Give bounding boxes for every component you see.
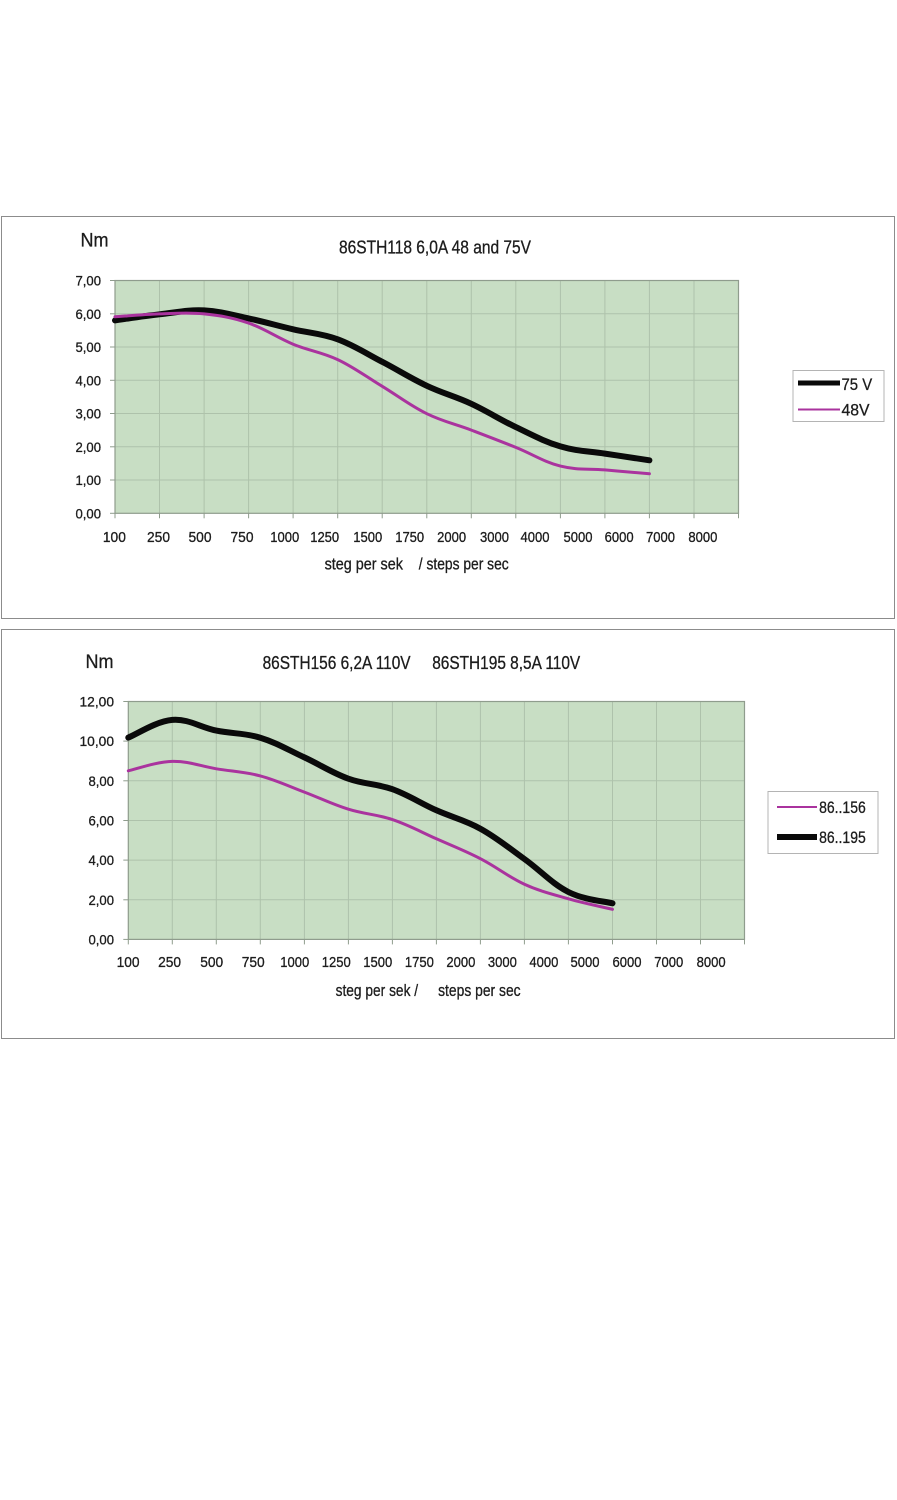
svg-text:7000: 7000 — [646, 529, 675, 546]
svg-text:1,00: 1,00 — [76, 472, 102, 488]
svg-text:100: 100 — [117, 954, 140, 971]
svg-text:Nm: Nm — [81, 230, 109, 251]
svg-text:1000: 1000 — [270, 529, 299, 546]
svg-text:7,00: 7,00 — [76, 273, 102, 289]
svg-text:100: 100 — [103, 529, 126, 546]
svg-text:48V: 48V — [842, 401, 871, 420]
svg-text:6000: 6000 — [613, 954, 642, 971]
svg-text:6,00: 6,00 — [76, 306, 102, 322]
svg-text:steg per sek: steg per sek — [325, 555, 404, 574]
svg-text:5,00: 5,00 — [76, 339, 102, 355]
svg-text:4,00: 4,00 — [89, 852, 115, 868]
svg-text:250: 250 — [147, 529, 170, 546]
svg-text:86..195: 86..195 — [819, 828, 866, 847]
svg-text:1750: 1750 — [395, 529, 424, 546]
svg-text:0,00: 0,00 — [76, 505, 102, 521]
svg-text:steps per sec: steps per sec — [438, 981, 521, 1000]
svg-text:3000: 3000 — [488, 954, 517, 971]
svg-text:1750: 1750 — [405, 954, 434, 971]
svg-text:3000: 3000 — [480, 529, 509, 546]
svg-text:1000: 1000 — [280, 954, 309, 971]
svg-text:750: 750 — [242, 954, 265, 971]
svg-text:2000: 2000 — [437, 529, 466, 546]
svg-text:10,00: 10,00 — [80, 733, 115, 749]
svg-text:7000: 7000 — [654, 954, 683, 971]
svg-text:4000: 4000 — [521, 529, 550, 546]
svg-text:2,00: 2,00 — [76, 439, 102, 455]
svg-text:86STH195 8,5A 110V: 86STH195 8,5A 110V — [432, 652, 581, 673]
svg-text:750: 750 — [231, 529, 254, 546]
svg-text:1250: 1250 — [310, 529, 339, 546]
svg-text:8,00: 8,00 — [89, 773, 115, 789]
svg-text:12,00: 12,00 — [80, 694, 115, 710]
svg-text:8000: 8000 — [688, 529, 717, 546]
svg-text:3,00: 3,00 — [76, 406, 102, 422]
svg-text:steg per sek /: steg per sek / — [336, 981, 419, 1000]
svg-text:0,00: 0,00 — [89, 931, 115, 947]
svg-text:/ steps per sec: / steps per sec — [419, 555, 509, 574]
svg-text:1500: 1500 — [363, 954, 392, 971]
svg-text:2000: 2000 — [446, 954, 475, 971]
svg-text:5000: 5000 — [571, 954, 600, 971]
svg-text:8000: 8000 — [697, 954, 726, 971]
svg-text:Nm: Nm — [86, 652, 114, 673]
svg-text:500: 500 — [189, 529, 212, 546]
svg-text:2,00: 2,00 — [89, 892, 115, 908]
svg-text:6000: 6000 — [605, 529, 634, 546]
svg-text:1500: 1500 — [353, 529, 382, 546]
svg-text:5000: 5000 — [564, 529, 593, 546]
svg-text:75 V: 75 V — [842, 375, 873, 394]
svg-text:86STH156 6,2A 110V: 86STH156 6,2A 110V — [263, 652, 412, 673]
svg-text:4,00: 4,00 — [76, 372, 102, 388]
svg-text:86STH118 6,0A 48 and 75V: 86STH118 6,0A 48 and 75V — [339, 236, 532, 257]
svg-text:86..156: 86..156 — [819, 798, 866, 817]
svg-text:250: 250 — [158, 954, 181, 971]
svg-text:4000: 4000 — [529, 954, 558, 971]
svg-text:6,00: 6,00 — [89, 812, 115, 828]
svg-text:500: 500 — [200, 954, 223, 971]
svg-text:1250: 1250 — [322, 954, 351, 971]
